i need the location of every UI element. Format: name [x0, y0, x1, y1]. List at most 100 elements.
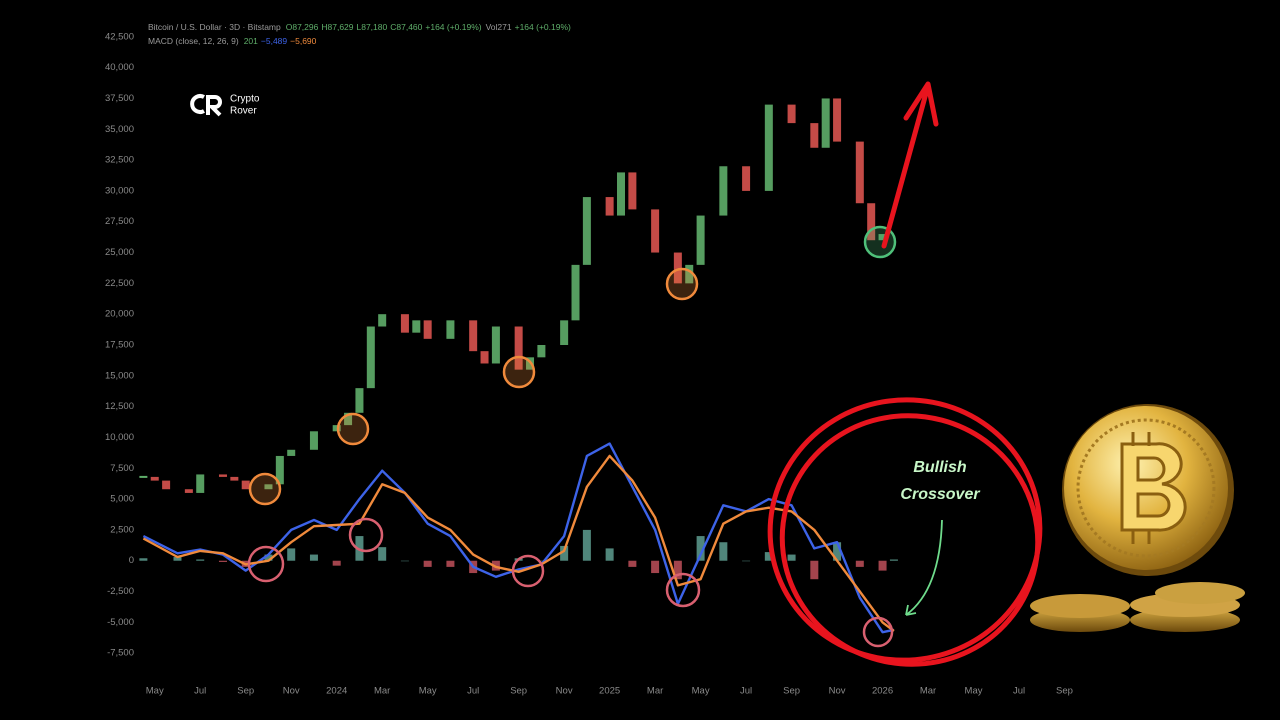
y-tick-label: 42,500 [105, 31, 134, 42]
histogram-bar [196, 559, 205, 561]
histogram-bar [446, 560, 455, 567]
x-tick-label: 2026 [872, 686, 893, 697]
candle [412, 320, 421, 333]
candle [582, 197, 591, 265]
histogram-bar [764, 552, 773, 561]
candle [150, 476, 159, 481]
candle [605, 197, 614, 216]
y-tick-label: 30,000 [105, 185, 134, 196]
x-tick-label: Nov [829, 686, 846, 697]
indicator-value: −5,690 [290, 36, 317, 46]
histogram-bar [423, 560, 432, 567]
highlight-circle [862, 616, 894, 648]
histogram-bar [537, 560, 546, 562]
ohlc: O87,296 [286, 22, 319, 32]
x-tick-label: May [146, 686, 164, 697]
logo: Crypto Rover [190, 94, 260, 117]
y-tick-label: 10,000 [105, 432, 134, 443]
x-tick-label: Sep [237, 686, 254, 697]
candle [673, 252, 682, 284]
logo-mark [206, 95, 222, 117]
y-tick-label: 2,500 [110, 524, 134, 535]
red-scribble [767, 81, 1043, 667]
ohlc: +164 (+0.19%) [425, 22, 481, 32]
symbol-header: Bitcoin / U.S. Dollar · 3D · Bitstamp O87… [148, 22, 571, 32]
candle [287, 449, 296, 456]
highlight-circle [336, 412, 370, 446]
histogram-bar [139, 558, 148, 561]
volume: Vol271 [486, 22, 512, 32]
histogram-bar [332, 560, 341, 566]
indicator-value: −5,489 [261, 36, 288, 46]
histogram-bar [218, 560, 227, 562]
highlights [247, 225, 897, 648]
y-tick-label: 37,500 [105, 93, 134, 104]
y-tick-label: 17,500 [105, 340, 134, 351]
x-tick-label: May [965, 686, 983, 697]
x-tick-label: Mar [647, 686, 663, 697]
candle [309, 431, 318, 450]
candle [878, 234, 887, 241]
logo-text: Crypto [230, 94, 260, 105]
logo-text: Rover [230, 106, 257, 117]
candle [378, 314, 387, 327]
annotation-text: Crossover [900, 486, 980, 503]
annotation: Bullish Crossover [900, 459, 980, 616]
candle [742, 166, 751, 191]
y-tick-label: 22,500 [105, 278, 134, 289]
y-tick-label: 32,500 [105, 155, 134, 166]
x-tick-label: Jul [194, 686, 206, 697]
histogram-bar [605, 548, 614, 561]
y-tick-label: 20,000 [105, 309, 134, 320]
candle [787, 104, 796, 124]
candle [332, 425, 341, 432]
histogram-bar [742, 560, 751, 562]
highlight-circle [248, 472, 282, 506]
x-tick-label: 2025 [599, 686, 620, 697]
bitcoin-symbol [1120, 432, 1187, 544]
candle [355, 388, 364, 413]
volume: +164 (+0.19%) [515, 22, 571, 32]
coin [1030, 594, 1130, 618]
ohlc: H87,629 [321, 22, 353, 32]
highlight-circle [665, 267, 699, 301]
x-tick-label: Nov [283, 686, 300, 697]
indicator-name: MACD (close, 12, 26, 9) [148, 36, 239, 46]
candle [264, 484, 273, 490]
coin-stack [1030, 404, 1245, 632]
y-tick-label: -5,000 [107, 617, 134, 628]
symbol: Bitcoin / U.S. Dollar · 3D · Bitstamp [148, 22, 281, 32]
scribble-ring [767, 397, 1043, 663]
indicator-value: 201 [244, 36, 258, 46]
candle [139, 475, 148, 478]
candle [162, 480, 171, 490]
x-tick-label: Mar [920, 686, 936, 697]
y-tick-label: 15,000 [105, 370, 134, 381]
highlight-circle [348, 517, 384, 553]
up-arrow [881, 81, 939, 249]
y-tick-label: 7,500 [110, 463, 134, 474]
y-tick-label: -2,500 [107, 586, 134, 597]
candle [537, 345, 546, 358]
ohlc: C87,460 [390, 22, 422, 32]
scribble-ring [779, 413, 1041, 667]
candle [514, 326, 523, 370]
candle [491, 326, 500, 364]
y-tick-label: 40,000 [105, 62, 134, 73]
x-tick-label: Jul [1013, 686, 1025, 697]
x-tick-label: Jul [467, 686, 479, 697]
histogram-bar [264, 554, 273, 561]
candle [480, 351, 489, 364]
indicator-header: MACD (close, 12, 26, 9) 201 −5,489 −5,690 [148, 36, 317, 46]
annotation-text: Bullish [913, 459, 967, 476]
y-tick-label: 12,500 [105, 401, 134, 412]
histogram-bar [309, 554, 318, 561]
histogram-bar [582, 529, 591, 561]
candle [446, 320, 455, 339]
histogram-bar [651, 560, 660, 574]
histogram-bar [560, 545, 569, 561]
x-tick-label: Jul [740, 686, 752, 697]
histogram-bar [719, 542, 728, 561]
